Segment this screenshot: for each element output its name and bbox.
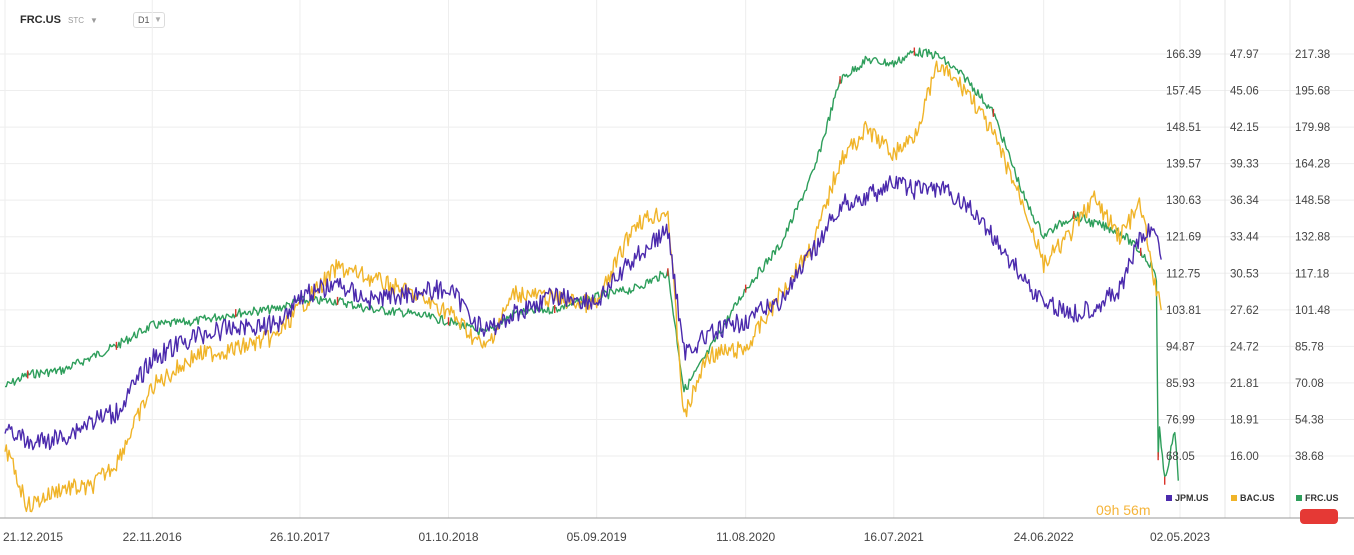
series-line-bac [4, 60, 1162, 513]
chevron-down-icon: ▼ [154, 15, 162, 24]
y-tick-label: 68.05 [1166, 451, 1195, 463]
y-tick-label: 130.63 [1166, 195, 1201, 207]
y-tick-label: 148.58 [1295, 195, 1330, 207]
y-tick-label: 24.72 [1230, 341, 1259, 353]
y-tick-label: 18.91 [1230, 414, 1259, 426]
legend-swatch [1166, 495, 1172, 501]
chevron-down-icon[interactable]: ▼ [90, 16, 98, 25]
y-tick-label: 39.33 [1230, 159, 1259, 171]
y-tick-label: 70.08 [1295, 378, 1324, 390]
y-tick-label: 101.48 [1295, 305, 1330, 317]
instrument-type-label: STC [68, 16, 84, 25]
x-tick-label: 22.11.2016 [123, 530, 182, 544]
y-tick-label: 112.75 [1166, 268, 1200, 280]
y-tick-label: 157.45 [1166, 86, 1201, 98]
y-tick-label: 85.93 [1166, 378, 1195, 390]
x-tick-label: 01.10.2018 [418, 530, 478, 544]
symbol-label[interactable]: FRC.US [20, 14, 61, 26]
x-tick-label: 11.08.2020 [716, 530, 775, 544]
y-tick-label: 38.68 [1295, 451, 1324, 463]
y-tick-label: 45.06 [1230, 86, 1259, 98]
timeframe-value: D1 [138, 15, 150, 25]
y-tick-label: 217.38 [1295, 49, 1330, 61]
chart-axes: 166.39 157.45 148.51 139.57 130.63 121.69 112.… [3, 49, 1330, 544]
y-tick-label: 21.81 [1230, 378, 1259, 390]
y-tick-label: 195.68 [1295, 86, 1330, 98]
y-tick-label: 76.99 [1166, 414, 1195, 426]
y-tick-label: 42.15 [1230, 122, 1259, 134]
y-tick-label: 16.00 [1230, 451, 1259, 463]
y-tick-label: 179.98 [1295, 122, 1330, 134]
legend-label: BAC.US [1240, 493, 1275, 503]
legend-label: FRC.US [1305, 493, 1339, 503]
chart-legend: JPM.US BAC.US FRC.US [1166, 493, 1339, 503]
y-tick-label: 85.78 [1295, 341, 1324, 353]
y-tick-label: 117.18 [1295, 268, 1329, 280]
y-tick-label: 27.62 [1230, 305, 1259, 317]
x-tick-label: 24.06.2022 [1014, 530, 1074, 544]
x-tick-label: 05.09.2019 [567, 530, 627, 544]
y-tick-label: 30.53 [1230, 268, 1259, 280]
y-tick-label: 139.57 [1166, 159, 1201, 171]
chart-toolbar: FRC.US STC ▼ D1 ▼ [0, 0, 1354, 40]
y-tick-label: 94.87 [1166, 341, 1195, 353]
x-tick-label: 21.12.2015 [3, 530, 63, 544]
legend-swatch [1296, 495, 1302, 501]
y-tick-label: 103.81 [1166, 305, 1201, 317]
legend-label: JPM.US [1175, 493, 1209, 503]
chart-series [4, 47, 1179, 513]
y-tick-label: 121.69 [1166, 232, 1201, 244]
x-tick-label: 16.07.2021 [864, 530, 924, 544]
y-tick-label: 132.88 [1295, 232, 1330, 244]
y-tick-label: 47.97 [1230, 49, 1259, 61]
y-tick-label: 166.39 [1166, 49, 1201, 61]
x-tick-label: 26.10.2017 [270, 530, 330, 544]
x-tick-label: 02.05.2023 [1150, 530, 1210, 544]
y-tick-label: 54.38 [1295, 414, 1324, 426]
y-tick-label: 33.44 [1230, 232, 1259, 244]
series-line-frc [4, 47, 1179, 481]
y-tick-label: 36.34 [1230, 195, 1259, 207]
candle-timer: 09h 56m [1096, 502, 1151, 518]
y-tick-label: 148.51 [1166, 122, 1201, 134]
timeframe-select[interactable]: D1 ▼ [133, 12, 165, 28]
legend-swatch [1231, 495, 1237, 501]
current-price-badge [1300, 509, 1338, 524]
y-tick-label: 164.28 [1295, 159, 1330, 171]
series-line-jpm [4, 175, 1162, 451]
